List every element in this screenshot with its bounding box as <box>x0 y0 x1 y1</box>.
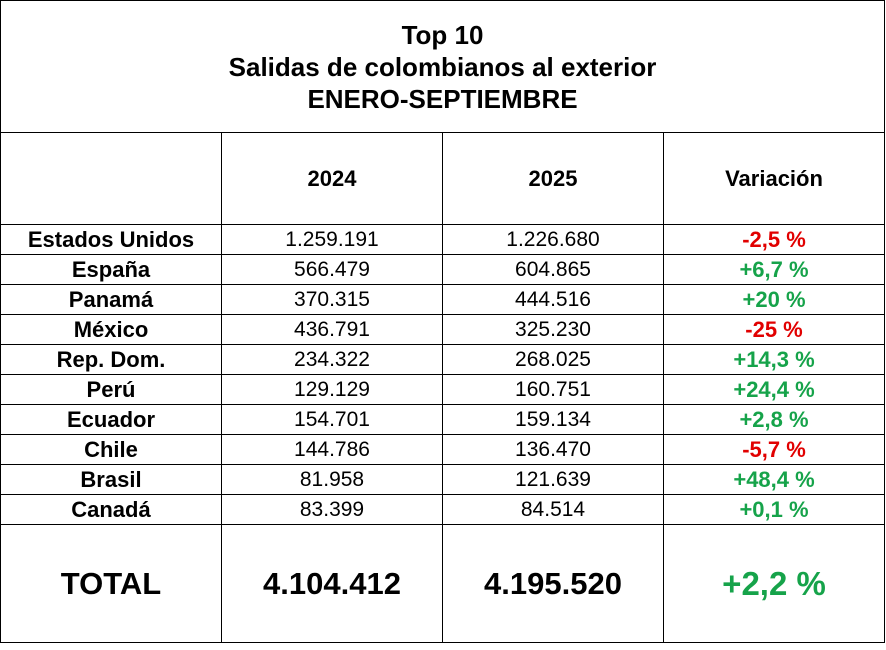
variation-cell: -25 % <box>662 314 886 345</box>
value-2025-cell: 136.470 <box>442 434 664 465</box>
table-row: Canadá 83.399 84.514 +0,1 % <box>0 494 886 525</box>
value-2024-cell: 234.322 <box>221 344 443 375</box>
table-row: Chile 144.786 136.470 -5,7 % <box>0 434 886 465</box>
title-line-3: ENERO-SEPTIEMBRE <box>307 83 578 114</box>
variation-cell: -5,7 % <box>662 434 886 465</box>
header-variation: Variación <box>662 132 886 225</box>
value-2025-cell: 268.025 <box>442 344 664 375</box>
value-2024-cell: 81.958 <box>221 464 443 495</box>
value-2024-cell: 370.315 <box>221 284 443 315</box>
country-cell: Rep. Dom. <box>0 344 222 375</box>
variation-cell: +24,4 % <box>662 374 886 405</box>
country-cell: Panamá <box>0 284 222 315</box>
value-2025-cell: 604.865 <box>442 254 664 285</box>
title-line-2: Salidas de colombianos al exterior <box>228 51 657 82</box>
header-2024: 2024 <box>221 132 443 225</box>
country-cell: Brasil <box>0 464 222 495</box>
data-rows: Estados Unidos 1.259.191 1.226.680 -2,5 % Es… <box>0 224 886 525</box>
table-row: Rep. Dom. 234.322 268.025 +14,3 % <box>0 344 886 375</box>
value-2025-cell: 444.516 <box>442 284 664 315</box>
value-2024-cell: 566.479 <box>221 254 443 285</box>
variation-cell: +6,7 % <box>662 254 886 285</box>
country-cell: Chile <box>0 434 222 465</box>
table-row: Brasil 81.958 121.639 +48,4 % <box>0 464 886 495</box>
value-2024-cell: 436.791 <box>221 314 443 345</box>
country-cell: España <box>0 254 222 285</box>
total-variation: +2,2 % <box>662 524 886 643</box>
country-cell: Perú <box>0 374 222 405</box>
total-2025: 4.195.520 <box>442 524 664 643</box>
country-cell: Estados Unidos <box>0 224 222 255</box>
total-2024: 4.104.412 <box>221 524 443 643</box>
value-2025-cell: 121.639 <box>442 464 664 495</box>
header-row: 2024 2025 Variación <box>0 132 886 225</box>
variation-cell: +0,1 % <box>662 494 886 525</box>
variation-cell: +14,3 % <box>662 344 886 375</box>
value-2025-cell: 1.226.680 <box>442 224 664 255</box>
table-row: Perú 129.129 160.751 +24,4 % <box>0 374 886 405</box>
header-country <box>0 132 222 225</box>
country-cell: Canadá <box>0 494 222 525</box>
value-2025-cell: 84.514 <box>442 494 664 525</box>
variation-cell: +48,4 % <box>662 464 886 495</box>
value-2025-cell: 325.230 <box>442 314 664 345</box>
total-label: TOTAL <box>0 524 222 643</box>
country-cell: Ecuador <box>0 404 222 435</box>
title-line-1: Top 10 <box>401 19 484 50</box>
value-2025-cell: 160.751 <box>442 374 664 405</box>
value-2024-cell: 144.786 <box>221 434 443 465</box>
table-row: Panamá 370.315 444.516 +20 % <box>0 284 886 315</box>
value-2025-cell: 159.134 <box>442 404 664 435</box>
value-2024-cell: 154.701 <box>221 404 443 435</box>
table-row: Estados Unidos 1.259.191 1.226.680 -2,5 % <box>0 224 886 255</box>
table-row: Ecuador 154.701 159.134 +2,8 % <box>0 404 886 435</box>
total-row: TOTAL 4.104.412 4.195.520 +2,2 % <box>0 524 886 643</box>
value-2024-cell: 1.259.191 <box>221 224 443 255</box>
country-cell: México <box>0 314 222 345</box>
variation-cell: +20 % <box>662 284 886 315</box>
header-2025: 2025 <box>442 132 664 225</box>
title-row: Top 10 Salidas de colombianos al exterio… <box>0 0 886 133</box>
value-2024-cell: 83.399 <box>221 494 443 525</box>
variation-cell: +2,8 % <box>662 404 886 435</box>
value-2024-cell: 129.129 <box>221 374 443 405</box>
table-title: Top 10 Salidas de colombianos al exterio… <box>0 0 886 133</box>
table-row: España 566.479 604.865 +6,7 % <box>0 254 886 285</box>
table-row: México 436.791 325.230 -25 % <box>0 314 886 345</box>
variation-cell: -2,5 % <box>662 224 886 255</box>
